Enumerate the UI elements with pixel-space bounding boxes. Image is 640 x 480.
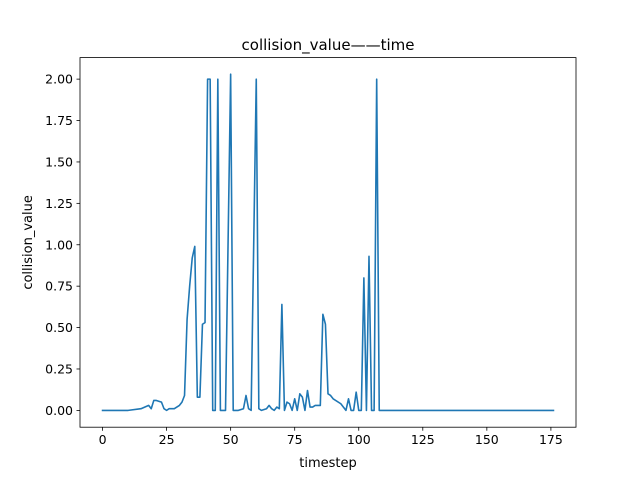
y-axis-ticks: 0.00 0.25 0.50 0.75 1.00 1.25 1.50 1.75 2.00 [45, 72, 80, 418]
series-line-0 [101, 73, 555, 412]
plot-area [101, 73, 555, 412]
x-tick-label: 25 [159, 432, 175, 447]
y-tick-label: 0.25 [45, 361, 73, 376]
x-tick-label: 100 [347, 432, 371, 447]
x-axis-label: timestep [299, 456, 357, 471]
y-tick-label: 0.75 [45, 279, 73, 294]
y-tick-label: 1.00 [45, 237, 73, 252]
axes-frame [79, 57, 577, 428]
x-tick-label: 0 [99, 432, 107, 447]
y-tick-label: 2.00 [45, 72, 73, 87]
y-tick-label: 1.75 [45, 113, 73, 128]
y-axis-label: collision_value [21, 195, 36, 290]
x-tick-label: 50 [223, 432, 239, 447]
y-tick-label: 1.25 [45, 196, 73, 211]
x-axis-ticks: 0 25 50 75 100 125 150 175 [99, 427, 563, 447]
y-tick-label: 0.50 [45, 320, 73, 335]
y-tick-label: 0.00 [45, 403, 73, 418]
x-tick-label: 150 [475, 432, 499, 447]
x-tick-label: 75 [287, 432, 303, 447]
x-tick-label: 125 [411, 432, 435, 447]
y-tick-label: 1.50 [45, 154, 73, 169]
chart-title: collision_value——time [242, 36, 415, 55]
x-tick-label: 175 [539, 432, 563, 447]
